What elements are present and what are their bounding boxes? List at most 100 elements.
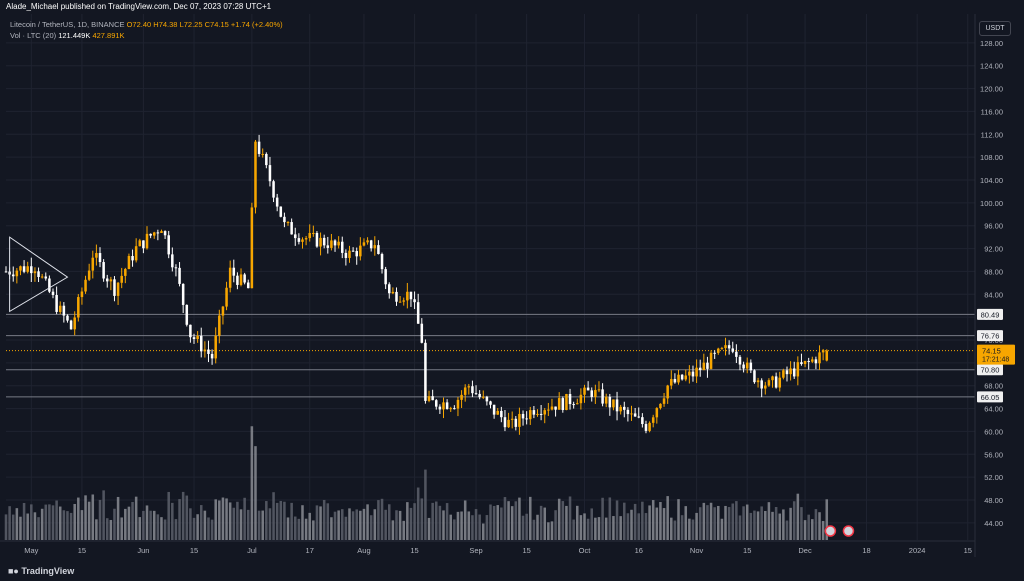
candle-body — [406, 291, 409, 301]
candle-body — [265, 153, 268, 166]
level-badge — [977, 391, 1003, 403]
low-value: L72.25 — [179, 20, 203, 29]
volume-bar — [391, 520, 395, 540]
volume-bar — [717, 505, 720, 540]
candle-body — [626, 409, 630, 415]
volume-bar — [322, 499, 326, 540]
candle-body — [630, 413, 633, 415]
volume-bar — [438, 505, 442, 540]
y-tick-label: 108.00 — [980, 153, 1003, 162]
candle-body — [550, 406, 554, 410]
candle-body — [785, 370, 789, 375]
volume-bar — [395, 510, 398, 540]
candle-body — [789, 368, 792, 375]
volume-bar — [308, 512, 311, 540]
candle-body — [774, 376, 778, 388]
candle-body — [482, 396, 485, 398]
volume-bar — [62, 510, 66, 540]
candle-body — [203, 349, 207, 352]
volume-bar — [727, 507, 731, 540]
volume-bar — [655, 507, 659, 540]
volume-bar — [691, 519, 695, 540]
candle-body — [568, 394, 572, 405]
x-tick-label: Jul — [247, 546, 257, 555]
candle-body — [26, 266, 29, 272]
volume-bar — [702, 502, 706, 540]
y-tick-label: 92.00 — [984, 245, 1003, 254]
volume-bar — [58, 506, 62, 540]
candle-body — [713, 352, 716, 354]
volume-bar — [807, 514, 810, 540]
candle-body — [30, 266, 33, 274]
candle-body — [319, 237, 322, 247]
candle-body — [445, 402, 449, 409]
symbol-line: Litecoin / TetherUS, 1D, BINANCE — [10, 20, 125, 29]
x-tick-label: 15 — [522, 546, 530, 555]
volume-bar — [463, 500, 467, 540]
candle-body — [485, 396, 489, 402]
candle-body — [308, 233, 311, 239]
y-tick-label: 112.00 — [981, 130, 1003, 139]
candle-body — [720, 348, 724, 350]
candle-body — [698, 367, 702, 371]
currency-button[interactable]: USDT — [979, 21, 1011, 36]
volume-bar — [236, 501, 239, 540]
volume-bar — [442, 510, 445, 540]
candle-body — [764, 385, 767, 389]
candle-body — [304, 238, 308, 240]
candle-body — [330, 240, 333, 248]
tradingview-logo[interactable]: ■● TradingView — [8, 566, 74, 576]
candle-body — [189, 324, 192, 338]
volume-bar — [192, 517, 196, 540]
volume-bar — [431, 502, 434, 540]
price-axis: 44.0048.0052.0056.0060.0064.0068.0072.00… — [974, 14, 1015, 557]
volume-bar — [709, 502, 713, 540]
volume-bar — [510, 506, 514, 540]
y-tick-label: 68.00 — [984, 382, 1003, 391]
volume-bar — [377, 500, 380, 540]
candle-body — [818, 352, 821, 364]
volume-bar — [142, 510, 145, 540]
volume-bar — [543, 507, 547, 540]
candle-body — [778, 377, 782, 388]
level-badge-label: 76.76 — [981, 332, 1000, 341]
candle-body — [659, 403, 662, 409]
volume-bar — [568, 496, 572, 540]
volume-bar — [782, 509, 785, 540]
volume-bar — [44, 504, 48, 540]
volume-bar — [619, 516, 622, 540]
candle-body — [792, 368, 796, 377]
volume-bar — [228, 502, 232, 540]
volume-bar — [518, 497, 521, 540]
candle-body — [387, 284, 391, 294]
candle-body — [709, 352, 713, 369]
volume-bar — [55, 500, 58, 540]
volume-bar — [738, 515, 742, 540]
candle-body — [178, 267, 181, 284]
candle-body — [138, 240, 142, 247]
candle-body — [185, 304, 189, 325]
x-tick-label: Nov — [690, 546, 704, 555]
volume-bar — [333, 511, 337, 540]
volume-bar — [698, 507, 702, 540]
volume-bar — [474, 509, 478, 540]
candle-body — [615, 399, 619, 412]
volume-bar — [145, 505, 149, 540]
candle-body — [594, 390, 597, 397]
candle-body — [250, 207, 254, 289]
candle-body — [391, 291, 395, 294]
volume-bar — [774, 506, 778, 540]
candle-body — [257, 141, 261, 154]
candle-body — [532, 410, 536, 415]
candle-body — [619, 406, 622, 412]
volume-bar — [26, 513, 29, 540]
candle-body — [800, 362, 803, 365]
volume-bar — [814, 509, 818, 540]
candle-body — [105, 278, 109, 282]
volume-bar — [124, 508, 127, 540]
candle-body — [268, 165, 272, 182]
volume-bar — [427, 517, 431, 540]
candle-body — [579, 394, 583, 404]
candle-body — [691, 371, 695, 377]
